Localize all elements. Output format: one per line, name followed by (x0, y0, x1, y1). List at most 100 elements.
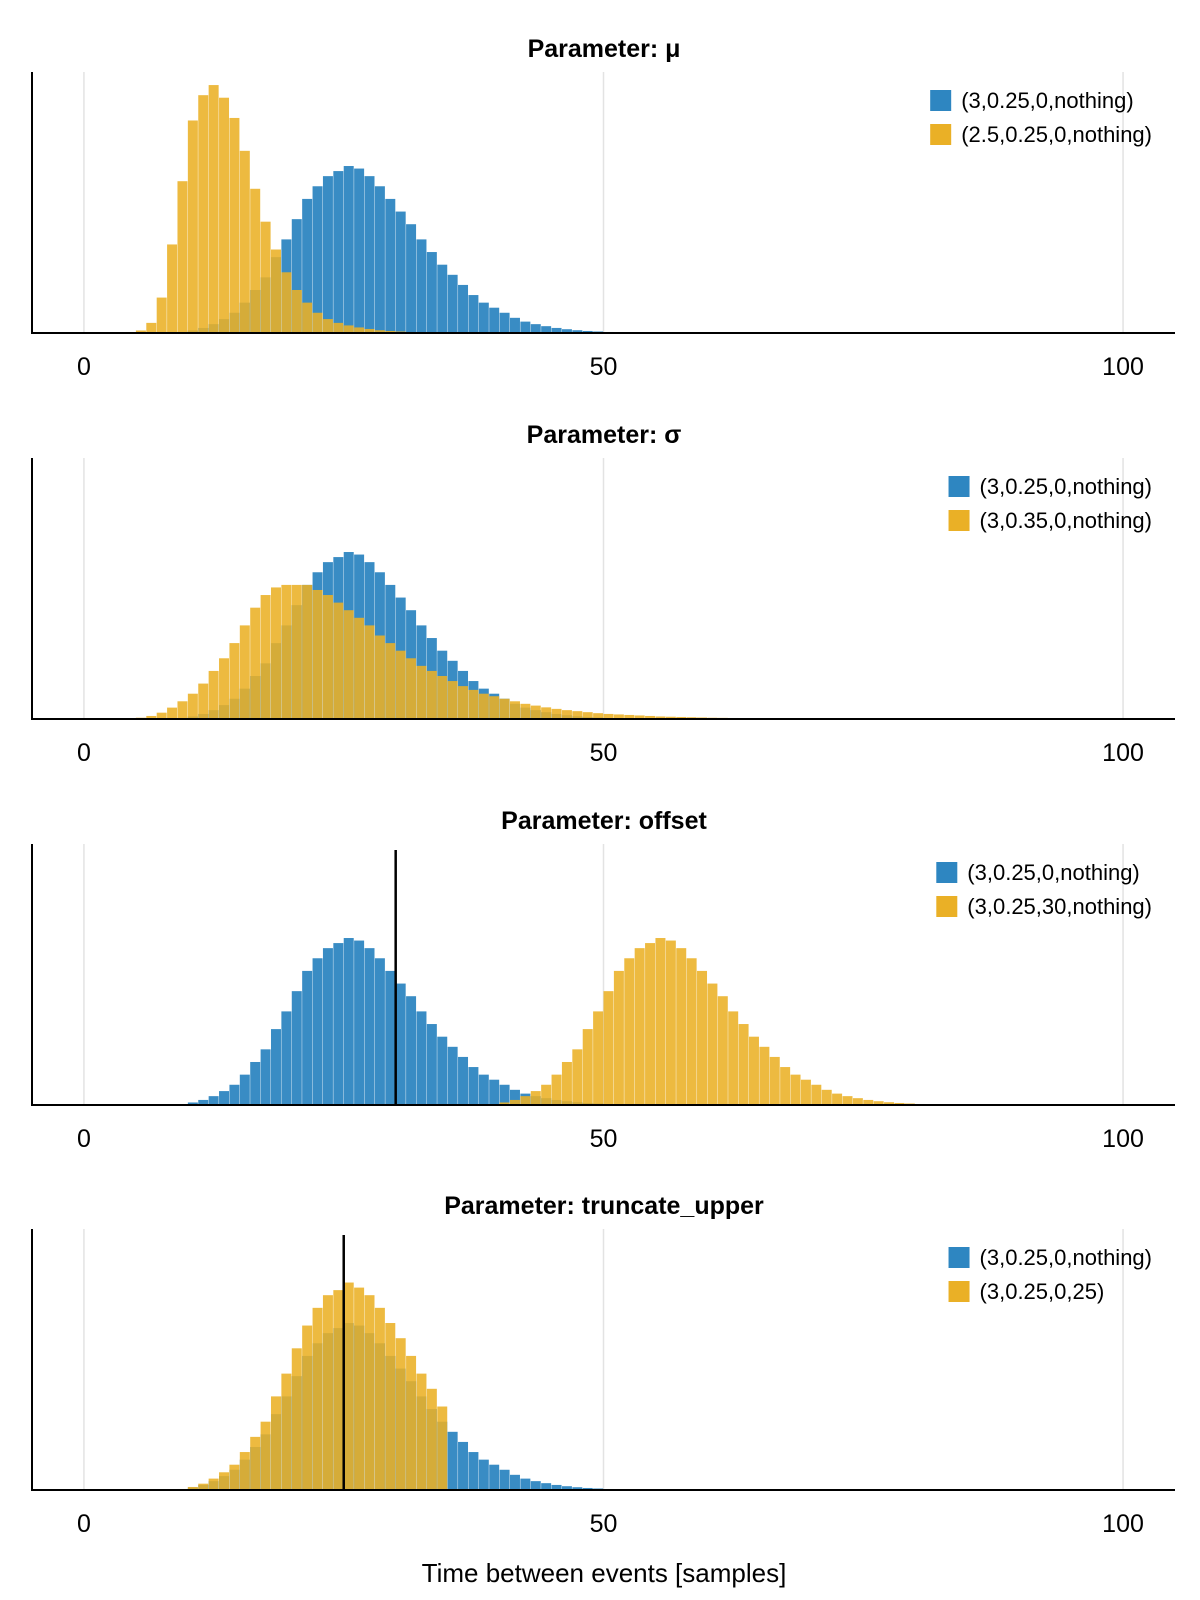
histogram-bar-blue (478, 302, 489, 333)
panel-offset: Parameter: offset 0 50 100 (3,0.25,0,not… (31, 807, 1175, 1153)
histogram-bar-orange (198, 95, 209, 334)
histogram-bar-orange (374, 635, 385, 719)
x-tick-labels: 0 50 100 (77, 353, 1144, 381)
legend: (3,0.25,0,nothing) (3,0.25,30,nothing) (936, 860, 1152, 919)
histogram-bar-orange (302, 302, 313, 333)
histogram-bar-orange (343, 1282, 354, 1490)
histogram-bar-blue (281, 1011, 292, 1105)
histogram-bar-blue (561, 1486, 572, 1490)
histogram-bar-orange (198, 683, 209, 719)
histogram-bar-orange (167, 707, 178, 719)
histogram-bar-orange (281, 584, 292, 719)
histogram-bar-blue (416, 239, 427, 333)
histogram-bar-blue (322, 948, 333, 1105)
legend-swatch-orange (948, 1281, 970, 1302)
histogram-bar-blue (499, 312, 510, 333)
histogram-bar-orange (520, 1096, 531, 1105)
histogram-bar-orange (572, 1049, 583, 1105)
histogram-bar-orange (229, 1464, 240, 1490)
histogram-bar-orange (198, 1483, 209, 1490)
histogram-bar-blue (530, 1481, 541, 1490)
histogram-bar-orange (509, 701, 520, 719)
x-tick-label: 100 (1102, 1125, 1144, 1153)
histogram-bar-blue (374, 186, 385, 333)
legend-label: (3,0.25,0,nothing) (961, 88, 1133, 113)
x-tick-labels: 0 50 100 (77, 1510, 1144, 1538)
histogram-bar-blue (437, 1036, 448, 1105)
x-tick-label: 100 (1102, 739, 1144, 767)
histogram-bar-orange (728, 1011, 739, 1105)
histogram-bar-orange (302, 1325, 313, 1490)
histogram-bar-orange (333, 602, 344, 719)
histogram-bar-orange (697, 970, 708, 1105)
histogram-bar-orange (769, 1056, 780, 1105)
histogram-bar-orange (665, 716, 676, 719)
histogram-bar-blue (541, 326, 552, 333)
histogram-bar-blue (260, 1049, 271, 1105)
histogram-bar-blue (458, 1441, 469, 1490)
histogram-bar-orange (260, 1421, 271, 1490)
histogram-bar-orange (364, 625, 375, 719)
histogram-bar-orange (239, 625, 250, 719)
histogram-bar-blue (437, 264, 448, 333)
histogram-bar-orange (281, 272, 292, 333)
legend-swatch-orange (930, 124, 952, 145)
histogram-bar-orange (177, 701, 188, 719)
histogram-bar-orange (499, 698, 510, 719)
histogram-bar-orange (478, 693, 489, 719)
legend-swatch-blue (930, 90, 952, 111)
histogram-bar-orange (852, 1098, 863, 1105)
histogram-bar-blue (302, 970, 313, 1105)
x-axis-label: Time between events [samples] (422, 1558, 787, 1588)
histogram-bar-orange (738, 1024, 749, 1105)
histogram-bar-blue (312, 958, 323, 1105)
histogram-bar-orange (385, 1323, 396, 1490)
histogram-bar-blue (520, 1478, 531, 1490)
histogram-bar-orange (541, 707, 552, 719)
histogram-bar-orange (561, 710, 572, 719)
histogram-bar-orange (250, 188, 261, 333)
histogram-bar-orange (634, 715, 645, 719)
histogram-bar-blue (509, 1474, 520, 1490)
histogram-bar-blue (270, 1029, 281, 1105)
histogram-bar-orange (219, 97, 230, 334)
histogram-bar-orange (354, 617, 365, 719)
histogram-bar-orange (343, 610, 354, 719)
histogram-bar-orange (811, 1084, 822, 1105)
histogram-bar-orange (426, 1388, 437, 1490)
histogram-bar-orange (239, 150, 250, 333)
histogram-bar-orange (437, 1406, 448, 1490)
histogram-bar-orange (312, 312, 323, 333)
histogram-bar-orange (655, 716, 666, 719)
histogram-bar-orange (302, 584, 313, 719)
histogram-bar-orange (759, 1046, 770, 1105)
histogram-bar-blue (354, 168, 365, 333)
histogram-bar-orange (395, 650, 406, 719)
histogram-bar-orange (624, 958, 635, 1105)
legend-label: (3,0.25,0,nothing) (967, 860, 1139, 885)
panel-sigma: Parameter: σ 0 50 100 (3,0.25,0,nothing)… (31, 421, 1175, 767)
histogram-bar-blue (395, 211, 406, 333)
histogram-bar-orange (187, 1486, 198, 1490)
histogram-bar-orange (884, 1102, 895, 1105)
histogram-bar-orange (832, 1093, 843, 1105)
grid-lines (83, 1229, 1124, 1490)
histogram-bar-orange (686, 958, 697, 1105)
legend-label: (3,0.25,0,nothing) (980, 474, 1152, 499)
histogram-bar-orange (187, 120, 198, 333)
histogram-bar-orange (406, 1355, 417, 1490)
histogram-bar-orange (468, 689, 479, 719)
histogram-bar-orange (780, 1067, 791, 1105)
histogram-bar-orange (333, 322, 344, 333)
histogram-bar-blue (572, 1487, 583, 1490)
histogram-bar-orange (343, 325, 354, 333)
histogram-bar-blue (385, 198, 396, 333)
histogram-bars (177, 1282, 656, 1490)
histogram-bar-orange (582, 712, 593, 719)
histogram-bar-blue (364, 948, 375, 1105)
histogram-bar-orange (208, 1478, 219, 1490)
histogram-bar-orange (821, 1089, 832, 1105)
panel-title: Parameter: offset (501, 807, 707, 835)
histogram-bar-orange (322, 319, 333, 333)
histogram-bars (125, 85, 656, 334)
